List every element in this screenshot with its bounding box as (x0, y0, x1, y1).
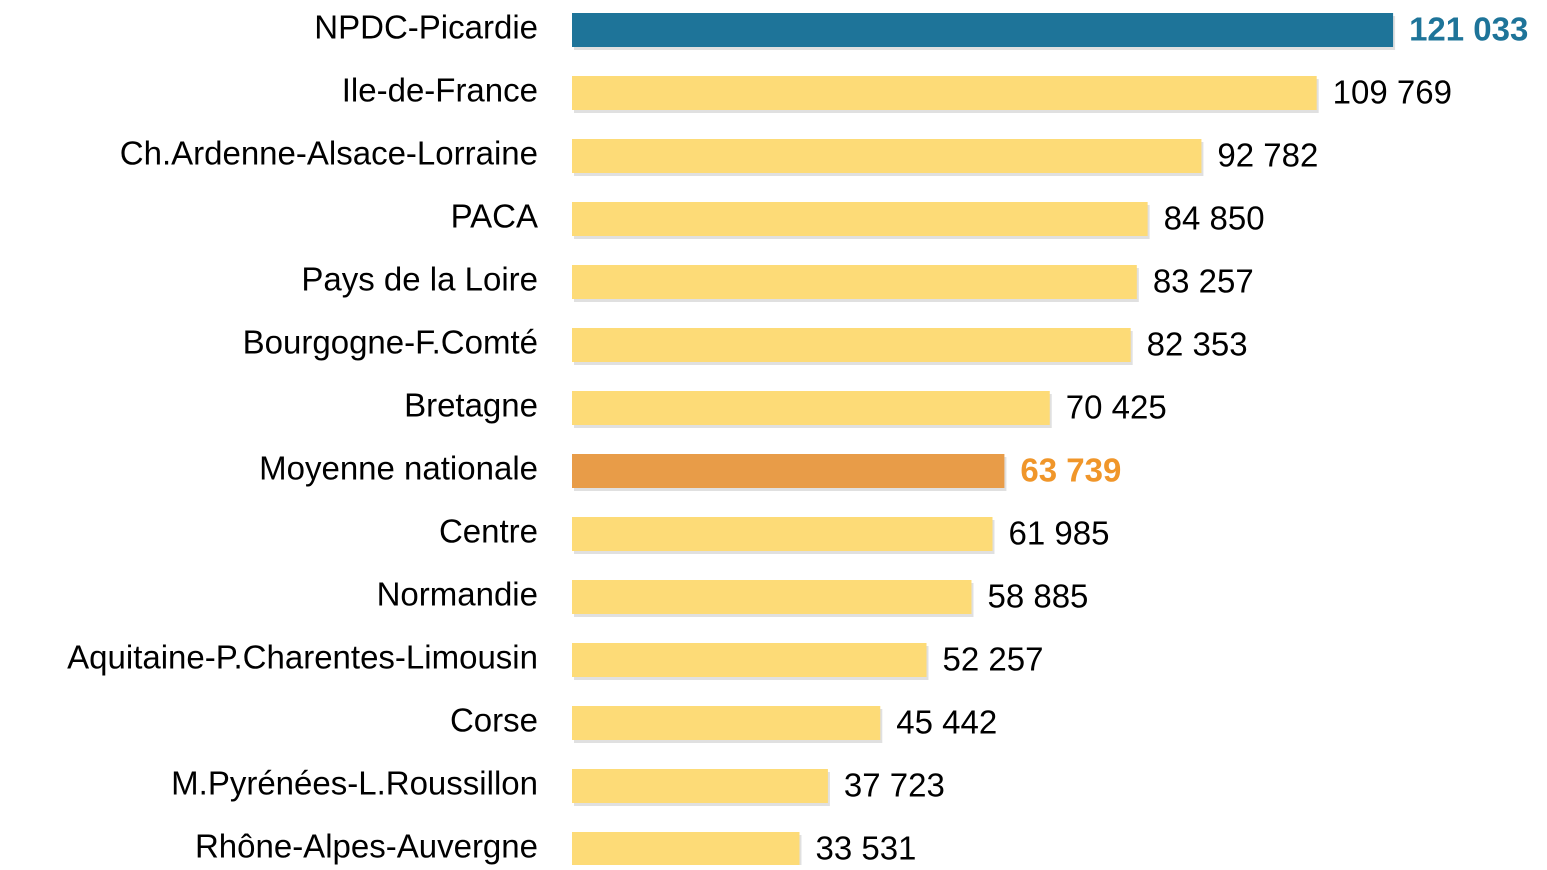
category-label: Aquitaine-P.Charentes-Limousin (67, 639, 538, 676)
value-label: 83 257 (1153, 263, 1254, 300)
bar (572, 13, 1394, 47)
category-label: Pays de la Loire (301, 261, 538, 298)
category-label: Centre (439, 513, 538, 550)
category-label: Ch.Ardenne-Alsace-Lorraine (120, 135, 538, 172)
category-label: NPDC-Picardie (314, 9, 538, 46)
bar (572, 139, 1202, 173)
bar (572, 328, 1131, 362)
bar (572, 706, 881, 740)
value-label: 82 353 (1147, 326, 1248, 363)
category-label: Ile-de-France (342, 72, 538, 109)
value-label: 63 739 (1020, 452, 1121, 489)
bar (572, 202, 1148, 236)
value-label: 121 033 (1409, 11, 1528, 48)
value-label: 33 531 (815, 830, 916, 865)
bar (572, 517, 993, 551)
category-label: PACA (451, 198, 538, 235)
value-label: 70 425 (1066, 389, 1167, 426)
value-label: 58 885 (987, 578, 1088, 615)
bar (572, 265, 1137, 299)
bar (572, 76, 1317, 110)
bar (572, 454, 1005, 488)
value-label: 61 985 (1009, 515, 1110, 552)
category-label: M.Pyrénées-L.Roussillon (171, 765, 538, 802)
bar (572, 391, 1050, 425)
bar (572, 580, 972, 614)
value-label: 37 723 (844, 767, 945, 804)
bar (572, 769, 828, 803)
bar (572, 832, 800, 866)
bar (572, 643, 927, 677)
category-label: Bourgogne-F.Comté (243, 324, 538, 361)
category-label: Bretagne (404, 387, 538, 424)
category-label: Moyenne nationale (259, 450, 538, 487)
category-label: Corse (450, 702, 538, 739)
value-label: 52 257 (943, 641, 1044, 678)
value-label: 92 782 (1217, 137, 1318, 174)
category-label: Rhône-Alpes-Auvergne (195, 828, 538, 865)
value-label: 45 442 (896, 704, 997, 741)
value-label: 84 850 (1164, 200, 1265, 237)
value-label: 109 769 (1333, 74, 1452, 111)
category-label: Normandie (377, 576, 538, 613)
